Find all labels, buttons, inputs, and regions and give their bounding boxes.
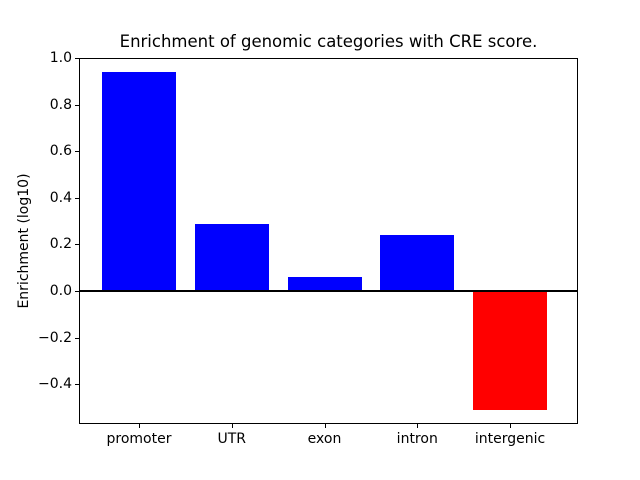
x-tick-mark [231, 424, 233, 428]
x-tick-label-exon: exon [307, 431, 342, 447]
y-tick-label: 0.0 [49, 283, 72, 300]
bar-exon [287, 277, 362, 292]
x-tick-mark [324, 424, 326, 428]
y-tick-mark [75, 244, 79, 246]
y-tick-label: 0.8 [49, 96, 72, 113]
bar-UTR [194, 223, 269, 292]
x-tick-label-intron: intron [396, 431, 438, 447]
y-tick-mark [75, 151, 79, 153]
bar-intergenic [473, 291, 547, 410]
y-tick-label: 0.4 [49, 189, 72, 206]
y-tick-label: −0.2 [38, 329, 72, 346]
x-tick-mark [510, 424, 511, 428]
y-tick-mark [75, 291, 79, 293]
x-tick-mark [417, 424, 419, 428]
y-tick-mark [75, 384, 79, 386]
chart-title: Enrichment of genomic categories with CR… [119, 32, 538, 51]
y-tick-label: 0.2 [49, 236, 72, 253]
y-tick-mark [75, 197, 79, 199]
bar-promoter [102, 71, 176, 292]
y-tick-mark [75, 337, 79, 339]
x-tick-label-intergenic: intergenic [474, 431, 546, 447]
y-tick-mark [75, 104, 79, 106]
x-tick-label-promoter: promoter [106, 431, 172, 447]
bar-intron [380, 235, 455, 292]
y-tick-label: 0.6 [49, 143, 72, 160]
x-tick-label-UTR: UTR [217, 431, 247, 447]
zero-baseline [79, 290, 578, 293]
y-tick-label: −0.4 [38, 376, 72, 393]
x-tick-mark [139, 424, 140, 428]
y-tick-label: 1.0 [49, 50, 72, 66]
y-tick-mark [75, 58, 79, 59]
plot-area [79, 58, 578, 424]
